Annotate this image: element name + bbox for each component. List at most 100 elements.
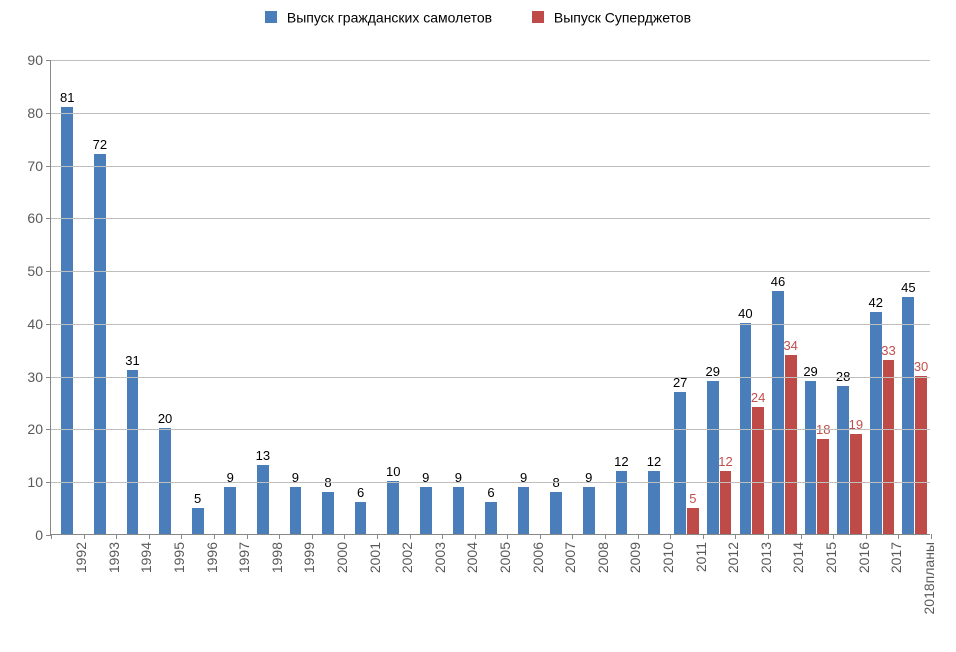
x-axis-tick-mark xyxy=(931,534,932,539)
bar-series1: 8 xyxy=(550,492,562,534)
bar-series1: 27 xyxy=(674,392,686,535)
gridline xyxy=(51,377,930,378)
bar-value-label: 31 xyxy=(125,353,139,368)
bar-series2: 5 xyxy=(687,508,699,534)
x-axis-tick-label: 2007 xyxy=(562,542,578,573)
gridline xyxy=(51,166,930,167)
x-axis-tick-mark xyxy=(181,534,182,539)
x-axis-tick-mark xyxy=(51,534,52,539)
x-axis-tick-label: 2001 xyxy=(367,542,383,573)
legend-item-series1: Выпуск гражданских самолетов xyxy=(265,8,492,25)
bars-layer: 8172312059139861099698912122752912402446… xyxy=(51,60,930,534)
y-axis-tick-label: 10 xyxy=(13,474,43,490)
x-axis-tick-label: 2000 xyxy=(334,542,350,573)
y-axis-tick-mark xyxy=(46,482,51,483)
x-axis-tick-mark xyxy=(344,534,345,539)
x-axis-tick-label: 1994 xyxy=(138,542,154,573)
y-axis-tick-label: 40 xyxy=(13,316,43,332)
bar-series1: 42 xyxy=(870,312,882,534)
x-axis-tick-label: 1997 xyxy=(236,542,252,573)
x-axis-tick-mark xyxy=(312,534,313,539)
bar-series1: 12 xyxy=(616,471,628,534)
x-axis-tick-mark xyxy=(735,534,736,539)
x-axis-tick-mark xyxy=(866,534,867,539)
chart-container: Выпуск гражданских самолетов Выпуск Супе… xyxy=(0,0,956,652)
x-axis-tick-mark xyxy=(638,534,639,539)
y-axis-tick-label: 50 xyxy=(13,263,43,279)
bar-series2: 24 xyxy=(752,407,764,534)
bar-value-label: 12 xyxy=(647,454,661,469)
legend-label-series1: Выпуск гражданских самолетов xyxy=(287,9,492,25)
bar-value-label: 6 xyxy=(357,485,364,500)
x-axis-tick-label: 2008 xyxy=(595,542,611,573)
x-axis-tick-label: 2012 xyxy=(725,542,741,573)
x-axis-tick-label: 2016 xyxy=(856,542,872,573)
gridline xyxy=(51,482,930,483)
legend-swatch-series1 xyxy=(265,11,277,23)
x-axis-tick-mark xyxy=(768,534,769,539)
x-axis-tick-mark xyxy=(116,534,117,539)
x-axis-tick-label: 2009 xyxy=(627,542,643,573)
gridline xyxy=(51,324,930,325)
bar-value-label: 6 xyxy=(487,485,494,500)
bar-value-label: 42 xyxy=(869,295,883,310)
x-axis-tick-mark xyxy=(833,534,834,539)
x-axis-tick-label: 2005 xyxy=(497,542,513,573)
y-axis-tick-mark xyxy=(46,60,51,61)
bar-value-label: 33 xyxy=(881,343,895,358)
bar-value-label: 5 xyxy=(194,491,201,506)
x-axis-tick-label: 1998 xyxy=(269,542,285,573)
x-axis-tick-label: 2003 xyxy=(432,542,448,573)
x-axis-tick-label: 1992 xyxy=(73,542,89,573)
x-axis-tick-mark xyxy=(605,534,606,539)
bar-series1: 10 xyxy=(387,481,399,534)
bar-series1: 46 xyxy=(772,291,784,534)
x-axis-tick-label: 1999 xyxy=(301,542,317,573)
bar-value-label: 5 xyxy=(689,491,696,506)
y-axis-tick-mark xyxy=(46,271,51,272)
x-axis-tick-mark xyxy=(247,534,248,539)
y-axis-tick-mark xyxy=(46,429,51,430)
x-axis-tick-label: 1996 xyxy=(204,542,220,573)
bar-series2: 30 xyxy=(915,376,927,534)
x-axis-tick-label: 2018планы xyxy=(921,542,937,614)
bar-value-label: 72 xyxy=(93,137,107,152)
x-axis-tick-label: 2013 xyxy=(758,542,774,573)
bar-series1: 31 xyxy=(127,370,139,534)
bar-value-label: 24 xyxy=(751,390,765,405)
bar-series1: 9 xyxy=(224,487,236,535)
y-axis-tick-mark xyxy=(46,113,51,114)
y-axis-tick-label: 90 xyxy=(13,52,43,68)
bar-value-label: 12 xyxy=(614,454,628,469)
bar-value-label: 45 xyxy=(901,280,915,295)
bar-value-label: 20 xyxy=(158,411,172,426)
bar-value-label: 81 xyxy=(60,90,74,105)
legend: Выпуск гражданских самолетов Выпуск Супе… xyxy=(0,8,956,25)
x-axis-tick-mark xyxy=(84,534,85,539)
x-axis-tick-mark xyxy=(801,534,802,539)
bar-value-label: 40 xyxy=(738,306,752,321)
y-axis-tick-mark xyxy=(46,324,51,325)
x-axis-tick-mark xyxy=(507,534,508,539)
gridline xyxy=(51,218,930,219)
x-axis-tick-mark xyxy=(898,534,899,539)
x-axis-tick-mark xyxy=(670,534,671,539)
x-axis-tick-label: 1993 xyxy=(106,542,122,573)
gridline xyxy=(51,60,930,61)
bar-series2: 33 xyxy=(883,360,895,534)
x-axis-tick-label: 1995 xyxy=(171,542,187,573)
bar-series1: 72 xyxy=(94,154,106,534)
x-axis-tick-mark xyxy=(703,534,704,539)
bar-series1: 9 xyxy=(583,487,595,535)
y-axis-tick-label: 60 xyxy=(13,210,43,226)
x-axis-tick-label: 2017 xyxy=(888,542,904,573)
bar-series1: 9 xyxy=(518,487,530,535)
legend-swatch-series2 xyxy=(532,11,544,23)
x-axis-tick-mark xyxy=(377,534,378,539)
plot-area: 8172312059139861099698912122752912402446… xyxy=(50,60,930,535)
x-axis-tick-mark xyxy=(279,534,280,539)
x-axis-tick-label: 2011 xyxy=(693,542,709,572)
x-axis-tick-label: 2006 xyxy=(530,542,546,573)
bar-value-label: 34 xyxy=(783,338,797,353)
bar-series2: 18 xyxy=(817,439,829,534)
